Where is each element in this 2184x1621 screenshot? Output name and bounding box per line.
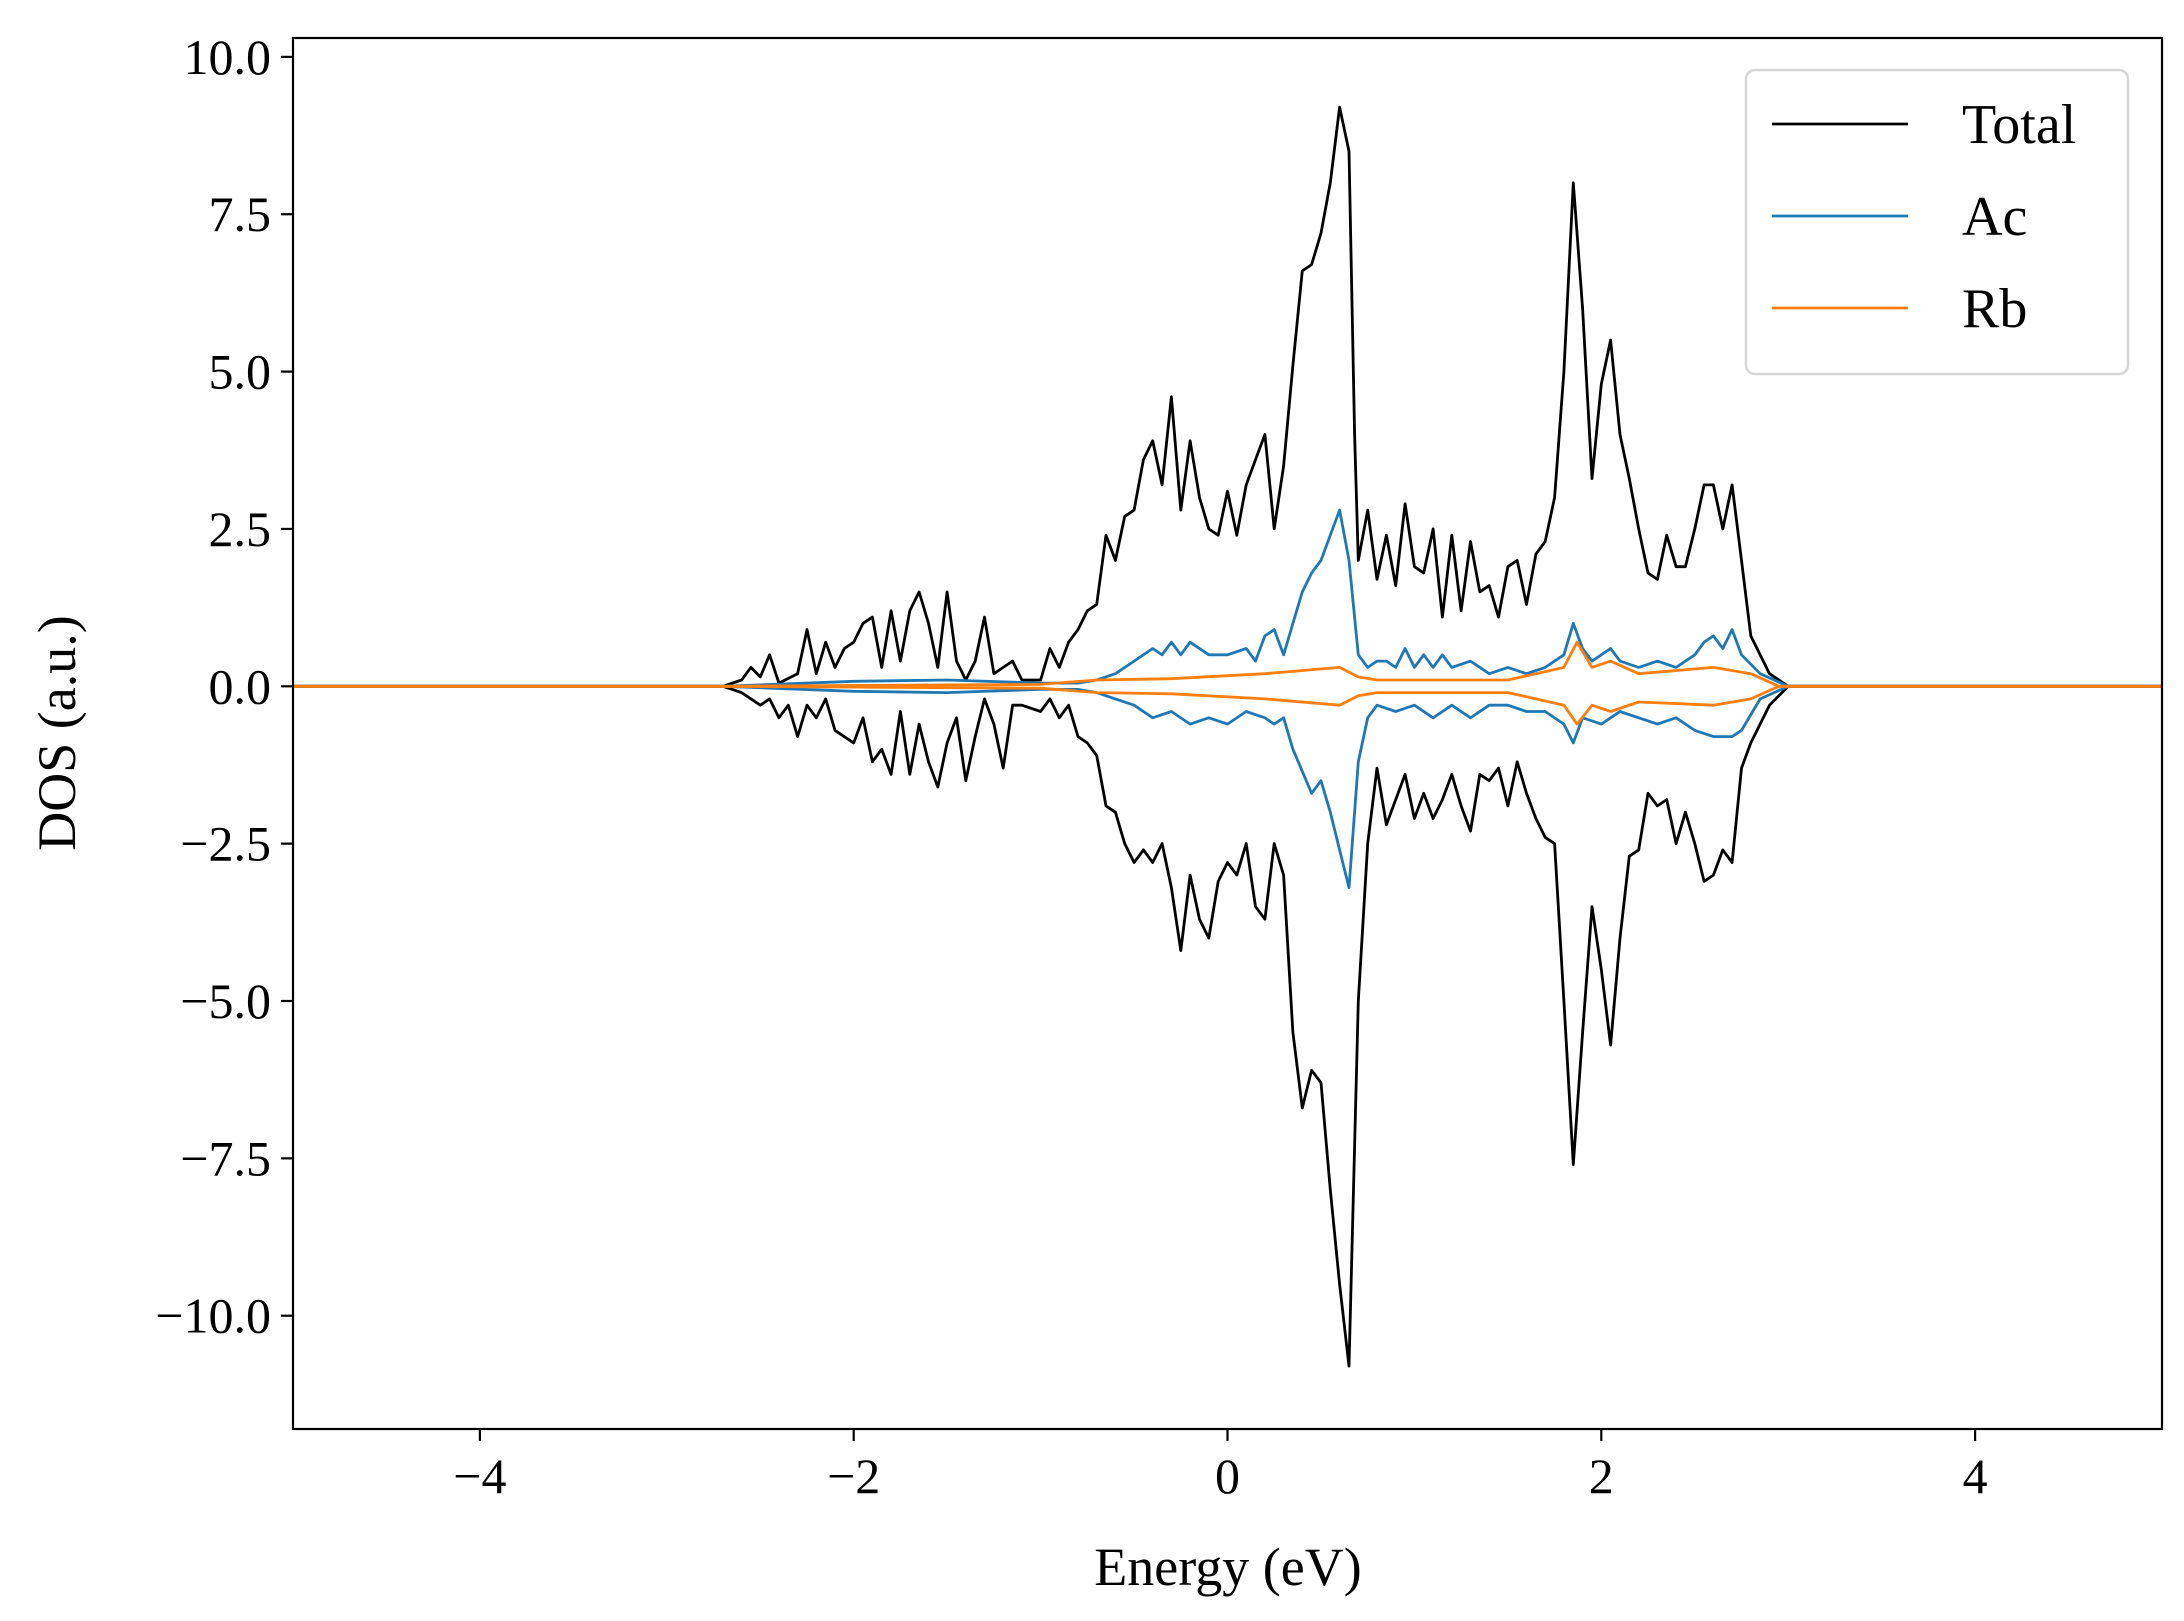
y-tick-label: −5.0 — [180, 973, 271, 1029]
x-tick-label: −2 — [827, 1448, 880, 1504]
series-line-rb-up — [293, 640, 2162, 688]
legend-frame — [1744, 68, 2130, 376]
x-tick-label: 0 — [1215, 1448, 1240, 1504]
x-axis-label: Energy (eV) — [1094, 1537, 1361, 1597]
series-layer — [293, 105, 2162, 1368]
series-line-total-down — [293, 684, 2162, 1368]
y-tick-label: 2.5 — [209, 501, 272, 557]
y-axis: 10.0 7.5 5.0 2.5 0.0 −2.5 −5.0 −7.5 −10.0 — [155, 29, 293, 1344]
x-tick-label: −4 — [453, 1448, 506, 1504]
series-line-ac-up — [293, 508, 2162, 688]
y-tick-label: 7.5 — [209, 186, 272, 242]
y-tick-label: 10.0 — [184, 29, 272, 85]
x-tick-label: 2 — [1589, 1448, 1614, 1504]
y-tick-label: −10.0 — [155, 1288, 271, 1344]
series-line-rb-down — [293, 684, 2162, 726]
y-tick-label: −2.5 — [180, 816, 271, 872]
legend-label-total: Total — [1962, 94, 2076, 156]
y-tick-label: 0.0 — [209, 658, 272, 714]
legend-label-ac: Ac — [1962, 186, 2027, 248]
y-tick-label: −7.5 — [180, 1130, 271, 1186]
legend: Total Ac Rb — [1744, 68, 2130, 376]
y-tick-label: 5.0 — [209, 344, 272, 400]
series-line-ac-down — [293, 684, 2162, 890]
y-axis-label: DOS (a.u.) — [27, 615, 87, 850]
x-axis: −4 −2 0 2 4 — [453, 1429, 1988, 1504]
legend-label-rb: Rb — [1962, 278, 2027, 340]
x-tick-label: 4 — [1963, 1448, 1988, 1504]
series-line-total-up — [293, 105, 2162, 688]
